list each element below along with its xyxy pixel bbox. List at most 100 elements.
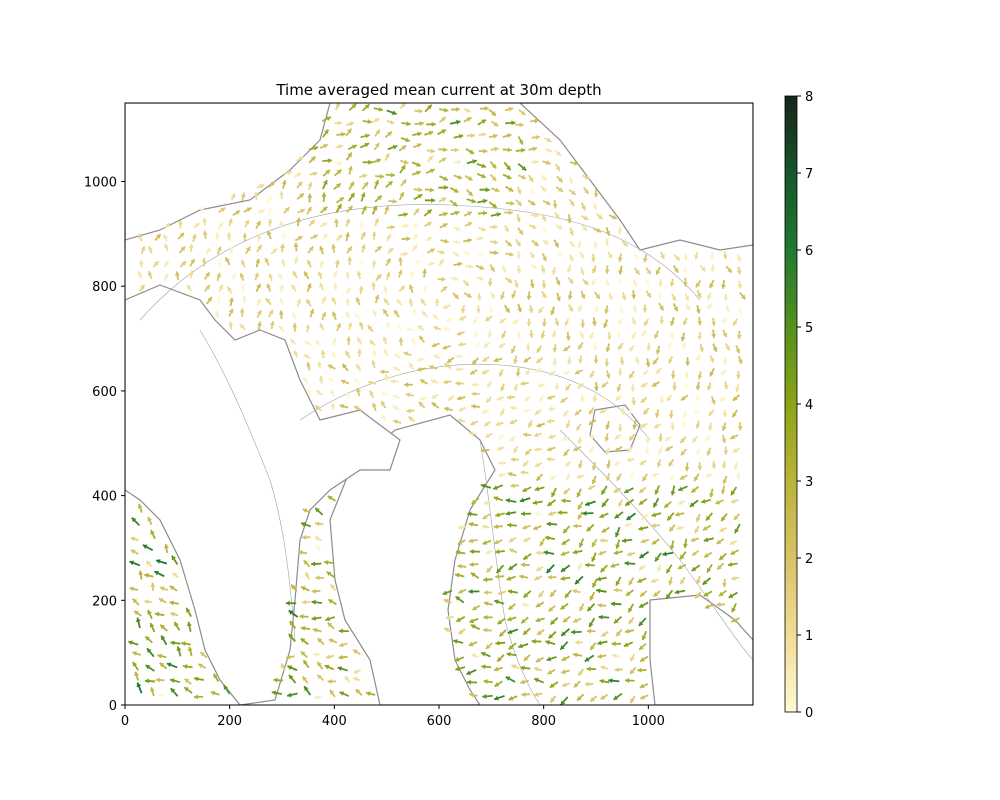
current-vector-head: [611, 214, 617, 220]
current-vector-head: [557, 177, 563, 183]
current-vector-head: [464, 281, 469, 287]
current-vector-head: [547, 446, 552, 452]
current-vector-head: [737, 426, 743, 431]
current-vector-head: [447, 358, 452, 363]
current-vector-head: [279, 285, 285, 290]
current-vector-head: [471, 198, 476, 204]
current-vector-head: [484, 421, 489, 427]
current-vector-head: [387, 131, 393, 137]
current-vector-head: [244, 219, 250, 225]
current-vector-head: [335, 103, 340, 108]
current-vector-head: [199, 205, 205, 211]
current-vector-head: [624, 522, 630, 528]
current-vector-head: [628, 580, 634, 586]
current-vector-head: [505, 676, 511, 681]
current-vector-head: [518, 139, 524, 145]
current-vector-head: [625, 501, 631, 506]
x-axis-ticks: 0 200 400 600 800 1000: [121, 705, 665, 729]
current-vector-head: [256, 221, 261, 226]
current-vector-head: [160, 624, 165, 630]
current-vector-head: [667, 396, 672, 402]
current-vector-head: [668, 358, 673, 364]
current-vector-head: [371, 231, 377, 236]
current-vector-head: [578, 463, 583, 469]
current-vector-head: [306, 283, 312, 289]
current-vector-head: [427, 104, 432, 110]
current-vector-head: [526, 322, 532, 327]
current-vector-head: [227, 286, 232, 292]
current-vector-head: [734, 528, 740, 534]
current-vector-head: [579, 333, 585, 339]
current-vector-head: [625, 628, 630, 634]
current-vector-head: [332, 351, 337, 357]
current-vector-head: [138, 260, 144, 265]
current-vector-head: [731, 617, 737, 623]
current-vector-head: [573, 652, 578, 658]
current-vector-head: [305, 324, 311, 329]
current-vector-head: [727, 267, 732, 273]
current-vector-head: [725, 307, 730, 313]
current-vector-head: [239, 308, 245, 313]
current-vector-head: [628, 410, 634, 415]
colorbar-bar: [784, 95, 798, 713]
current-vector-head: [573, 523, 578, 529]
current-vector-head: [586, 526, 592, 532]
current-vector-head: [493, 357, 499, 363]
current-vector-head: [693, 254, 699, 260]
current-vector-head: [641, 635, 647, 641]
current-vector-head: [651, 523, 656, 528]
current-vector-head: [730, 490, 736, 496]
current-vector-head: [400, 165, 406, 170]
current-vector-head: [376, 274, 382, 280]
current-vector-head: [288, 633, 294, 639]
current-vector-head: [346, 287, 351, 293]
current-vector-head: [286, 654, 291, 660]
current-vector-head: [216, 246, 222, 252]
current-vector-head: [417, 325, 423, 331]
current-vector-head: [458, 406, 464, 412]
current-vector-head: [300, 208, 305, 214]
current-vector-head: [521, 174, 526, 180]
current-vector-head: [319, 323, 325, 329]
alaska-coast: [125, 103, 331, 241]
current-vector-head: [302, 508, 308, 514]
current-vector-head: [537, 630, 542, 635]
current-vector-head: [607, 253, 613, 259]
current-vector-head: [545, 200, 551, 205]
current-vector-head: [352, 144, 357, 150]
current-vector-head: [541, 284, 547, 289]
current-vector-head: [150, 687, 155, 692]
current-vector-head: [475, 308, 481, 314]
current-vector-head: [145, 665, 151, 670]
current-vector-head: [483, 590, 489, 596]
current-vector-head: [589, 448, 594, 453]
current-vector-head: [170, 688, 176, 693]
current-vector-head: [316, 390, 322, 395]
current-vector-head: [205, 285, 210, 290]
current-vector-head: [548, 606, 554, 612]
current-vector-head: [356, 364, 361, 369]
current-vector-head: [482, 409, 487, 414]
current-vector-head: [557, 224, 563, 230]
current-vector-head: [311, 588, 316, 594]
current-vector-head: [566, 360, 572, 365]
current-vector-head: [576, 474, 582, 479]
current-vector-head: [628, 619, 634, 624]
current-vector-head: [695, 385, 701, 391]
current-vector-head: [481, 119, 487, 124]
current-vector-head: [678, 486, 683, 492]
current-vector-head: [601, 632, 607, 637]
current-vector-head: [383, 286, 388, 292]
current-vector-head: [673, 306, 678, 312]
current-vector-head: [630, 473, 635, 479]
current-vector-head: [654, 489, 660, 495]
current-vector-head: [384, 298, 389, 304]
current-vector-head: [639, 603, 644, 608]
current-vector-head: [731, 607, 736, 613]
current-vector-head: [481, 163, 487, 169]
current-vector-head: [429, 187, 435, 193]
current-vector-head: [542, 256, 547, 262]
current-vector-head: [513, 283, 519, 288]
current-vector-head: [481, 664, 486, 670]
current-vector-head: [651, 512, 657, 518]
